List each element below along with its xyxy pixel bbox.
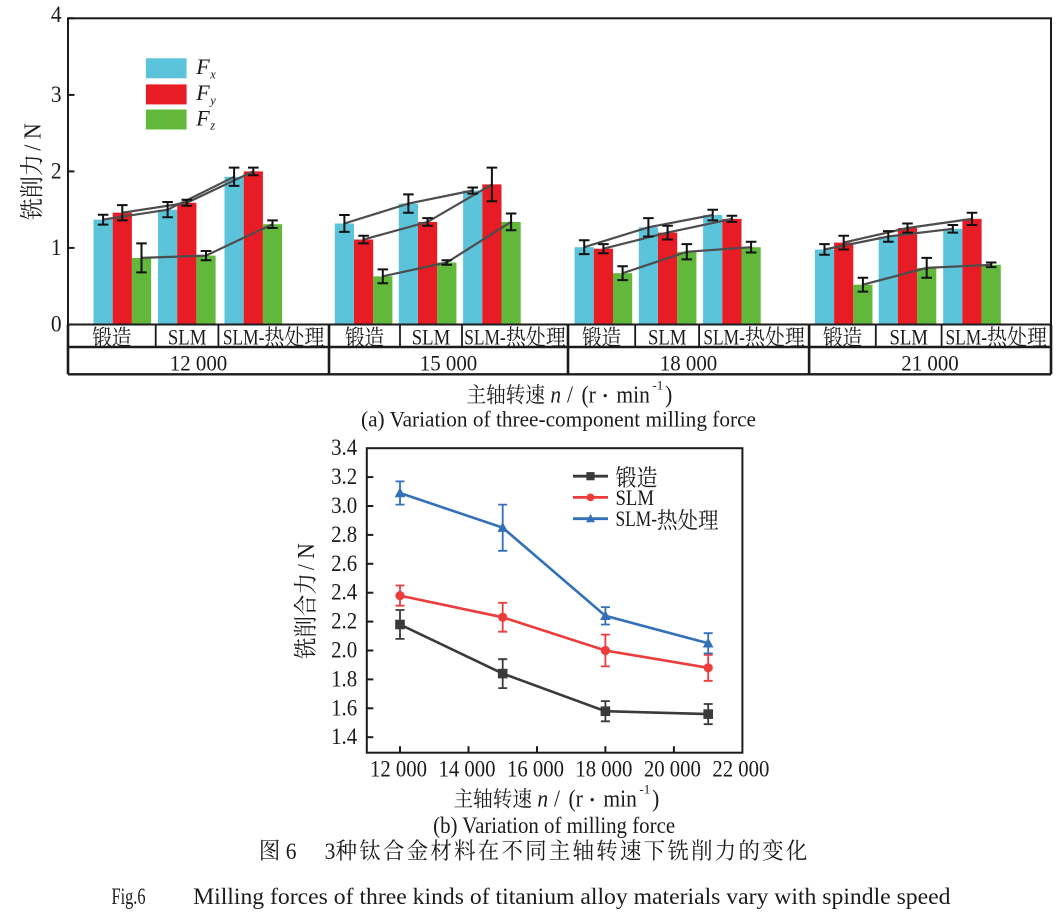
- svg-text:•: •: [603, 389, 608, 404]
- svg-text:SLM-: SLM-: [616, 508, 658, 531]
- svg-text:1.4: 1.4: [331, 723, 357, 749]
- svg-text:1.6: 1.6: [331, 694, 357, 720]
- svg-text:Milling forces of three kinds: Milling forces of three kinds of titaniu…: [193, 883, 951, 909]
- svg-text:SLM-: SLM-: [703, 327, 745, 350]
- svg-text:F: F: [195, 54, 210, 79]
- svg-text:SLM: SLM: [168, 327, 207, 350]
- svg-text:/ N: / N: [293, 543, 319, 570]
- svg-text:(r: (r: [582, 381, 597, 407]
- svg-text:-1: -1: [652, 377, 663, 392]
- svg-text:SLM-: SLM-: [946, 327, 988, 350]
- svg-text:): ): [665, 381, 672, 407]
- svg-text:6: 6: [286, 838, 297, 864]
- svg-text:1: 1: [51, 234, 62, 260]
- svg-text:Fig.6: Fig.6: [112, 883, 146, 909]
- svg-text:2.0: 2.0: [331, 637, 357, 663]
- svg-text:z: z: [209, 119, 215, 133]
- svg-text:/: /: [567, 381, 574, 407]
- svg-text:y: y: [208, 94, 216, 108]
- svg-text:3: 3: [325, 838, 336, 864]
- svg-text:SLM-: SLM-: [464, 327, 506, 350]
- svg-text:3.2: 3.2: [331, 463, 357, 489]
- svg-text:n: n: [537, 785, 548, 811]
- svg-text:/ N: / N: [19, 123, 46, 151]
- svg-text:1.8: 1.8: [331, 665, 357, 691]
- svg-text:SLM: SLM: [412, 327, 451, 350]
- svg-text:0: 0: [51, 311, 62, 337]
- svg-text:12 000: 12 000: [170, 351, 228, 376]
- svg-text:): ): [652, 785, 659, 811]
- svg-text:15 000: 15 000: [420, 351, 478, 376]
- svg-text:min: min: [603, 785, 637, 811]
- svg-text:n: n: [550, 381, 561, 407]
- svg-text:2: 2: [51, 158, 62, 184]
- svg-text:F: F: [195, 80, 210, 105]
- svg-text:/: /: [554, 785, 561, 811]
- svg-text:3: 3: [51, 81, 62, 107]
- svg-text:20 000: 20 000: [644, 755, 701, 781]
- svg-text:2.2: 2.2: [331, 608, 357, 634]
- svg-text:(r: (r: [569, 785, 584, 811]
- svg-text:18 000: 18 000: [575, 755, 632, 781]
- svg-text:SLM-: SLM-: [223, 327, 265, 350]
- svg-text:•: •: [590, 793, 595, 808]
- svg-text:4: 4: [51, 1, 62, 27]
- svg-text:SLM: SLM: [648, 327, 687, 350]
- svg-text:(a) Variation of three-compone: (a) Variation of three-component milling…: [361, 407, 756, 432]
- svg-text:22 000: 22 000: [712, 755, 769, 781]
- svg-text:(b) Variation of milling force: (b) Variation of milling force: [433, 812, 675, 838]
- svg-text:3.4: 3.4: [331, 434, 357, 460]
- svg-text:min: min: [616, 381, 650, 407]
- svg-text:x: x: [209, 68, 216, 82]
- svg-text:18 000: 18 000: [660, 351, 718, 376]
- svg-text:16 000: 16 000: [507, 755, 564, 781]
- svg-text:-1: -1: [639, 781, 650, 796]
- svg-text:14 000: 14 000: [439, 755, 496, 781]
- svg-text:21 000: 21 000: [901, 351, 959, 376]
- svg-text:2.8: 2.8: [331, 521, 357, 547]
- svg-text:F: F: [195, 105, 210, 130]
- svg-text:2.6: 2.6: [331, 550, 357, 576]
- svg-text:3.0: 3.0: [331, 492, 357, 518]
- svg-text:2.4: 2.4: [331, 579, 357, 605]
- svg-text:12 000: 12 000: [370, 755, 427, 781]
- svg-text:SLM: SLM: [616, 487, 655, 510]
- svg-text:SLM: SLM: [889, 327, 928, 350]
